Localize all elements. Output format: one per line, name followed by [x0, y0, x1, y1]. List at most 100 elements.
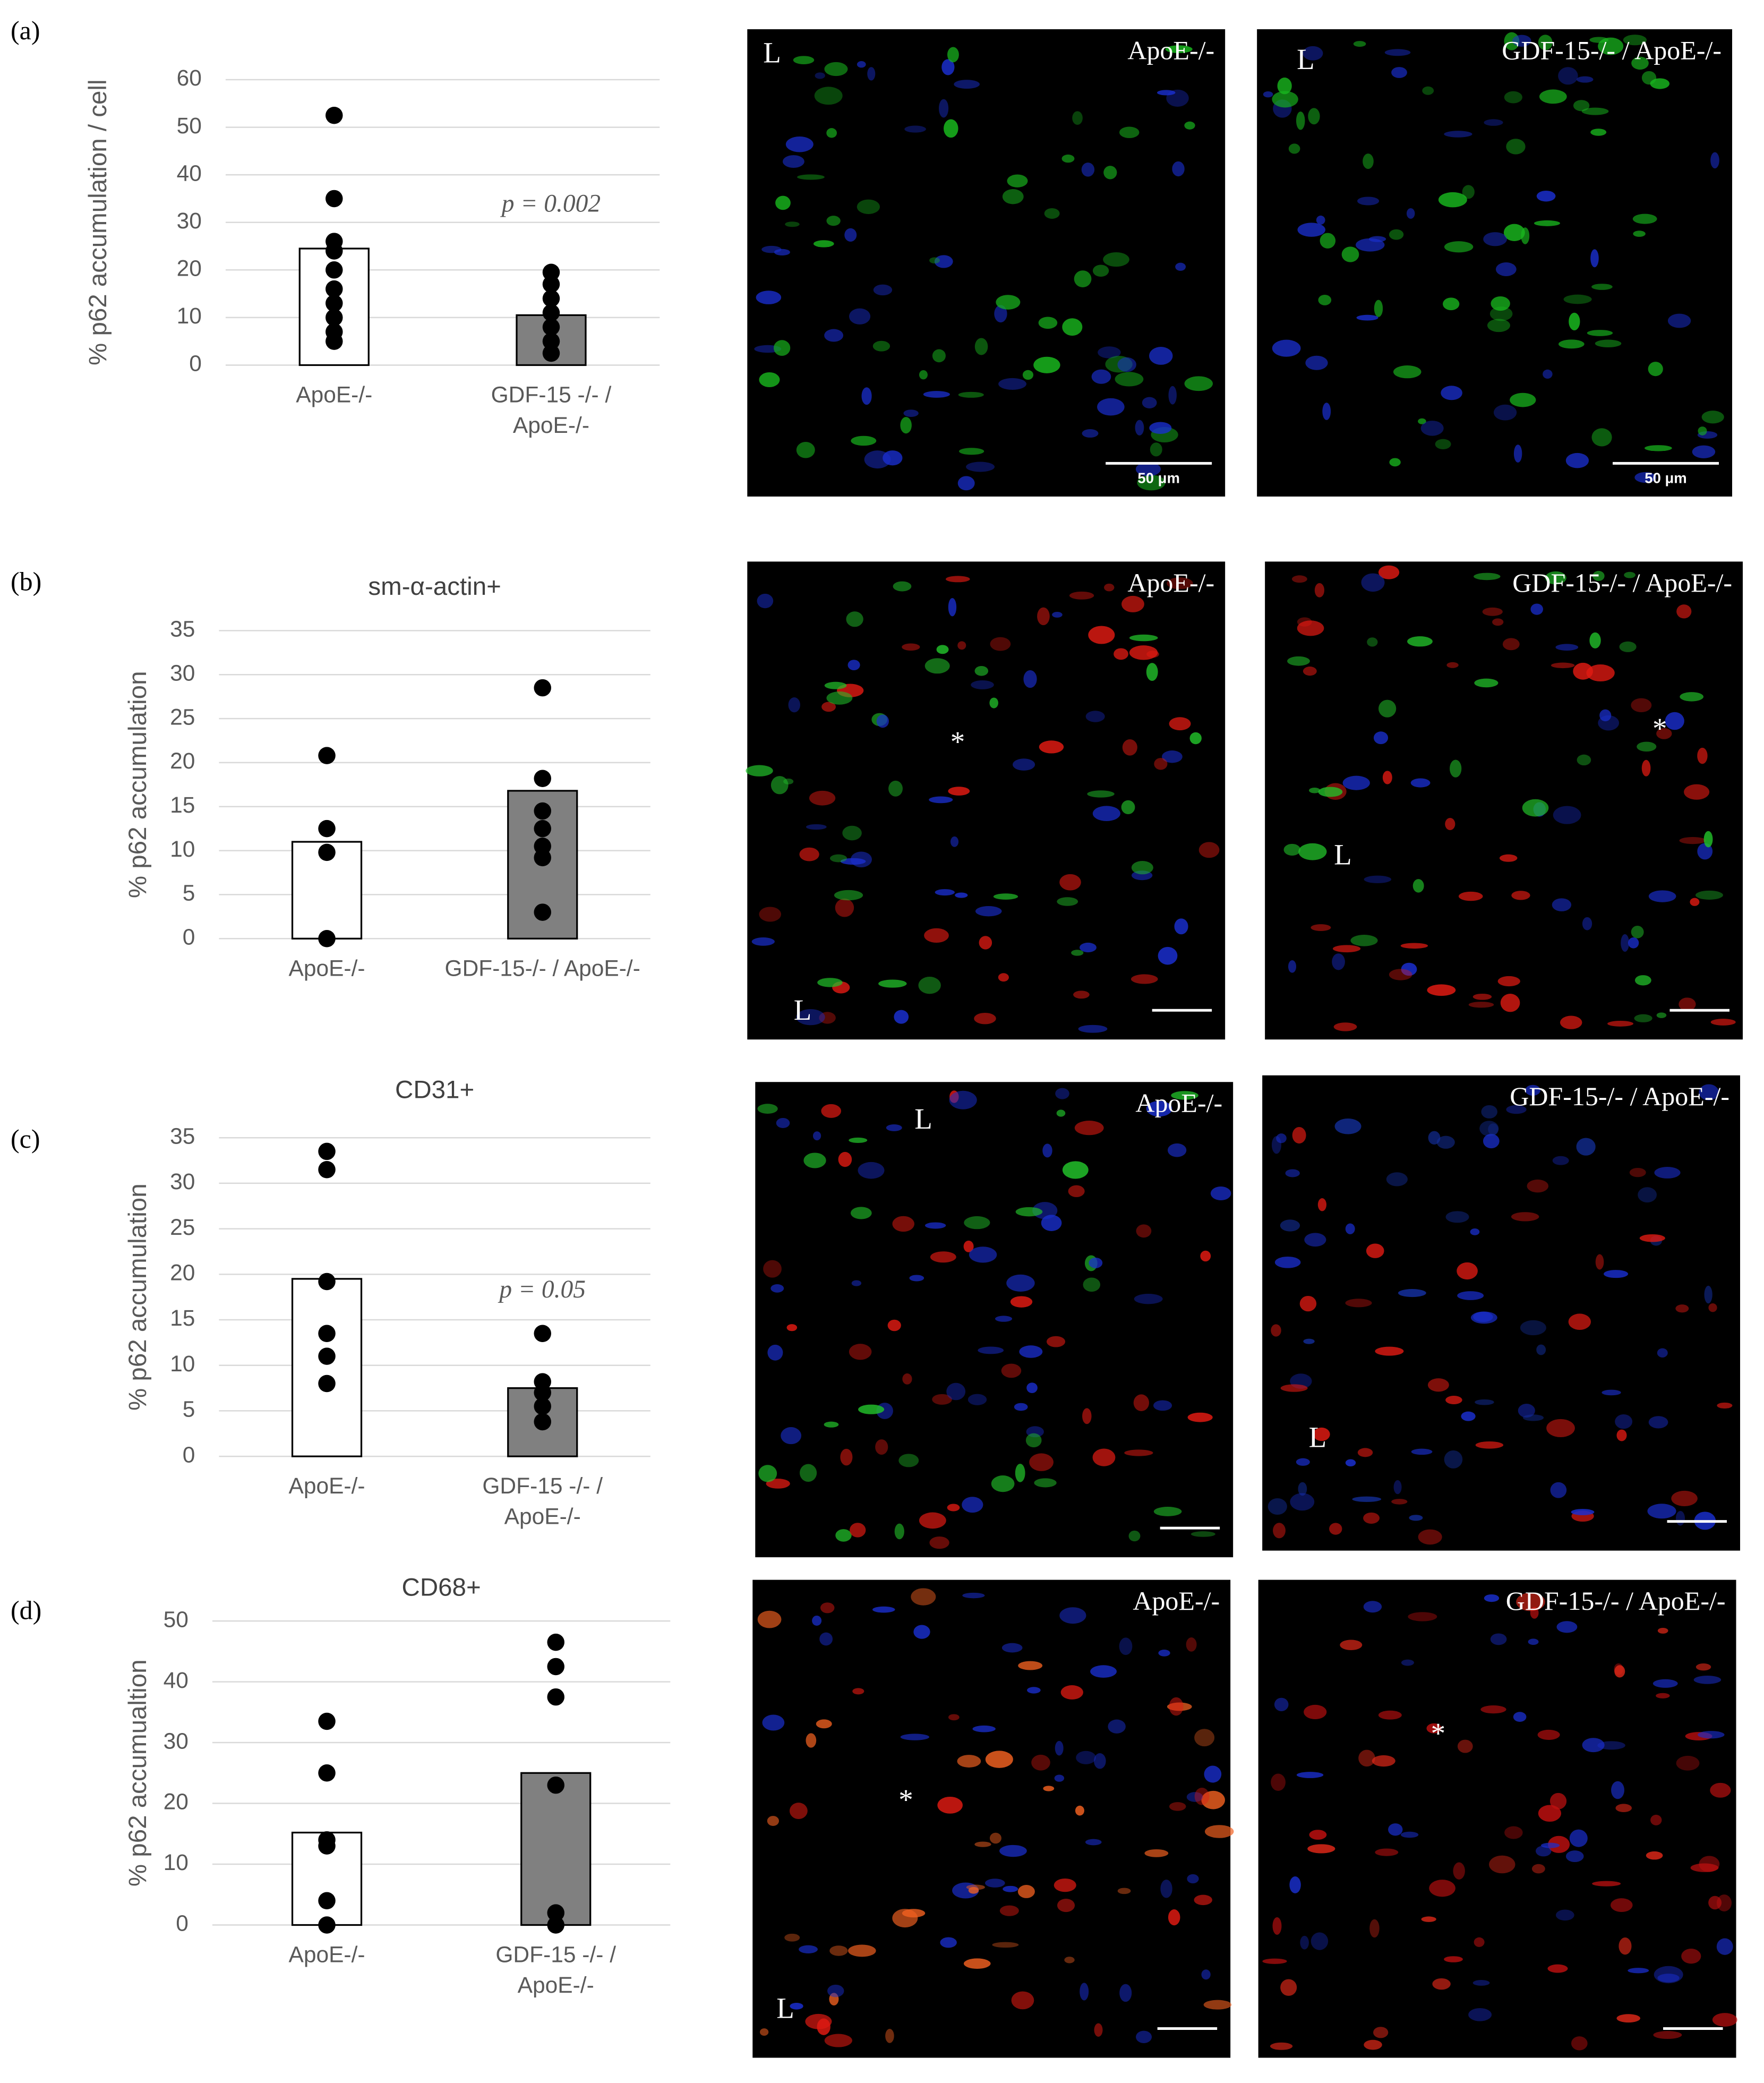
cell-signal: [781, 1427, 802, 1445]
cell-signal: [1479, 1121, 1499, 1137]
cell-signal: [893, 581, 912, 592]
data-point: [318, 1142, 336, 1160]
y-tick-label: 40: [164, 1668, 189, 1693]
cell-signal: [969, 1247, 997, 1263]
cell-signal: [1168, 386, 1177, 405]
cell-signal: [1441, 386, 1462, 400]
cell-signal: [872, 340, 890, 352]
cell-signal: [1068, 1185, 1085, 1198]
scale-bar-label: 50 μm: [1645, 470, 1686, 486]
cell-signal: [1296, 1458, 1310, 1466]
cell-signal: [1450, 759, 1462, 778]
cell-signal: [1350, 935, 1378, 946]
cell-signal: [1536, 191, 1556, 202]
cell-signal: [1119, 1637, 1133, 1655]
data-point: [318, 1273, 336, 1291]
cell-signal: [1271, 1773, 1286, 1791]
cell-signal: [1389, 969, 1412, 980]
cell-signal: [1001, 1643, 1023, 1653]
cell-signal: [759, 2028, 769, 2036]
cell-signal: [1696, 1663, 1711, 1671]
cell-signal: [1174, 918, 1188, 935]
cell-signal: [950, 836, 959, 847]
cell-signal: [1345, 1459, 1356, 1467]
cell-signal: [1590, 249, 1599, 268]
cell-signal: [1010, 1296, 1033, 1308]
cell-signal: [1124, 1449, 1153, 1456]
cell-signal: [985, 1751, 1013, 1768]
cell-signal: [857, 61, 866, 68]
cell-signal: [1114, 648, 1128, 660]
cell-signal: [757, 1610, 782, 1628]
cell-signal: [1386, 1172, 1408, 1186]
cell-signal: [844, 228, 857, 242]
cell-signal: [759, 372, 780, 388]
cell-signal: [1457, 1262, 1478, 1280]
data-point: [542, 344, 560, 362]
cell-signal: [894, 1010, 909, 1024]
cell-signal: [1378, 565, 1400, 579]
cell-signal: [796, 441, 815, 458]
cell-signal: [1710, 1019, 1736, 1026]
cell-signal: [1369, 1919, 1380, 1938]
cell-signal: [1444, 131, 1472, 138]
cell-signal: [864, 450, 891, 469]
cell-signal: [1097, 398, 1125, 416]
cell-signal: [885, 2028, 894, 2043]
cell-signal: [1443, 297, 1460, 311]
cell-signal: [875, 1439, 888, 1455]
cell-signal: [1712, 2013, 1737, 2027]
cell-signal: [1270, 2042, 1293, 2050]
cell-signal: [1121, 595, 1144, 612]
cell-signal: [1513, 1712, 1527, 1722]
cell-signal: [1074, 1121, 1104, 1136]
cell-signal: [1150, 442, 1162, 457]
micrograph-label: ApoE-/-: [1133, 1586, 1220, 1616]
cell-signal: [1290, 1493, 1315, 1511]
cell-signal: [904, 125, 926, 133]
data-point: [534, 903, 551, 921]
cell-signal: [1653, 2031, 1682, 2039]
cell-signal: [799, 847, 819, 861]
cell-signal: [1436, 1136, 1455, 1149]
cell-signal: [1591, 284, 1613, 290]
y-tick-label: 0: [189, 352, 202, 377]
cell-signal: [813, 1131, 821, 1141]
cell-signal: [1546, 1419, 1575, 1438]
cell-signal: [1528, 1638, 1539, 1645]
cell-signal: [1556, 1621, 1578, 1633]
cell-signal: [767, 1816, 780, 1826]
cell-signal: [1186, 1637, 1197, 1652]
cell-signal: [992, 1942, 1019, 1948]
cell-signal: [993, 893, 1018, 900]
cell-signal: [1641, 759, 1651, 776]
cell-signal: [774, 340, 791, 356]
cell-signal: [1184, 376, 1213, 391]
cell-signal: [1303, 667, 1317, 676]
cell-signal: [1309, 788, 1321, 793]
cell-signal: [1581, 107, 1609, 115]
x-tick-label: ApoE-/-: [288, 1942, 365, 1968]
cell-signal: [1157, 90, 1176, 96]
cell-signal: [900, 1734, 930, 1740]
cell-signal: [1435, 439, 1451, 449]
cell-signal: [1472, 1980, 1490, 1986]
cell-signal: [1679, 837, 1707, 844]
cell-signal: [935, 889, 955, 896]
cell-signal: [1589, 37, 1609, 43]
data-point: [318, 1837, 336, 1855]
cell-signal: [1363, 1601, 1382, 1613]
cell-signal: [958, 448, 984, 455]
cell-signal: [1633, 231, 1646, 237]
cell-signal: [1391, 1499, 1408, 1505]
cell-signal: [1285, 1169, 1300, 1177]
cell-signal: [1675, 1304, 1689, 1313]
y-tick-label: 35: [170, 617, 195, 642]
cell-signal: [1595, 1254, 1604, 1270]
cell-signal: [1717, 1402, 1733, 1408]
cell-signal: [1271, 1324, 1281, 1337]
data-point: [534, 802, 551, 820]
cell-signal: [1003, 1885, 1018, 1892]
cell-signal: [1550, 1482, 1567, 1498]
cell-signal: [1646, 1851, 1663, 1860]
